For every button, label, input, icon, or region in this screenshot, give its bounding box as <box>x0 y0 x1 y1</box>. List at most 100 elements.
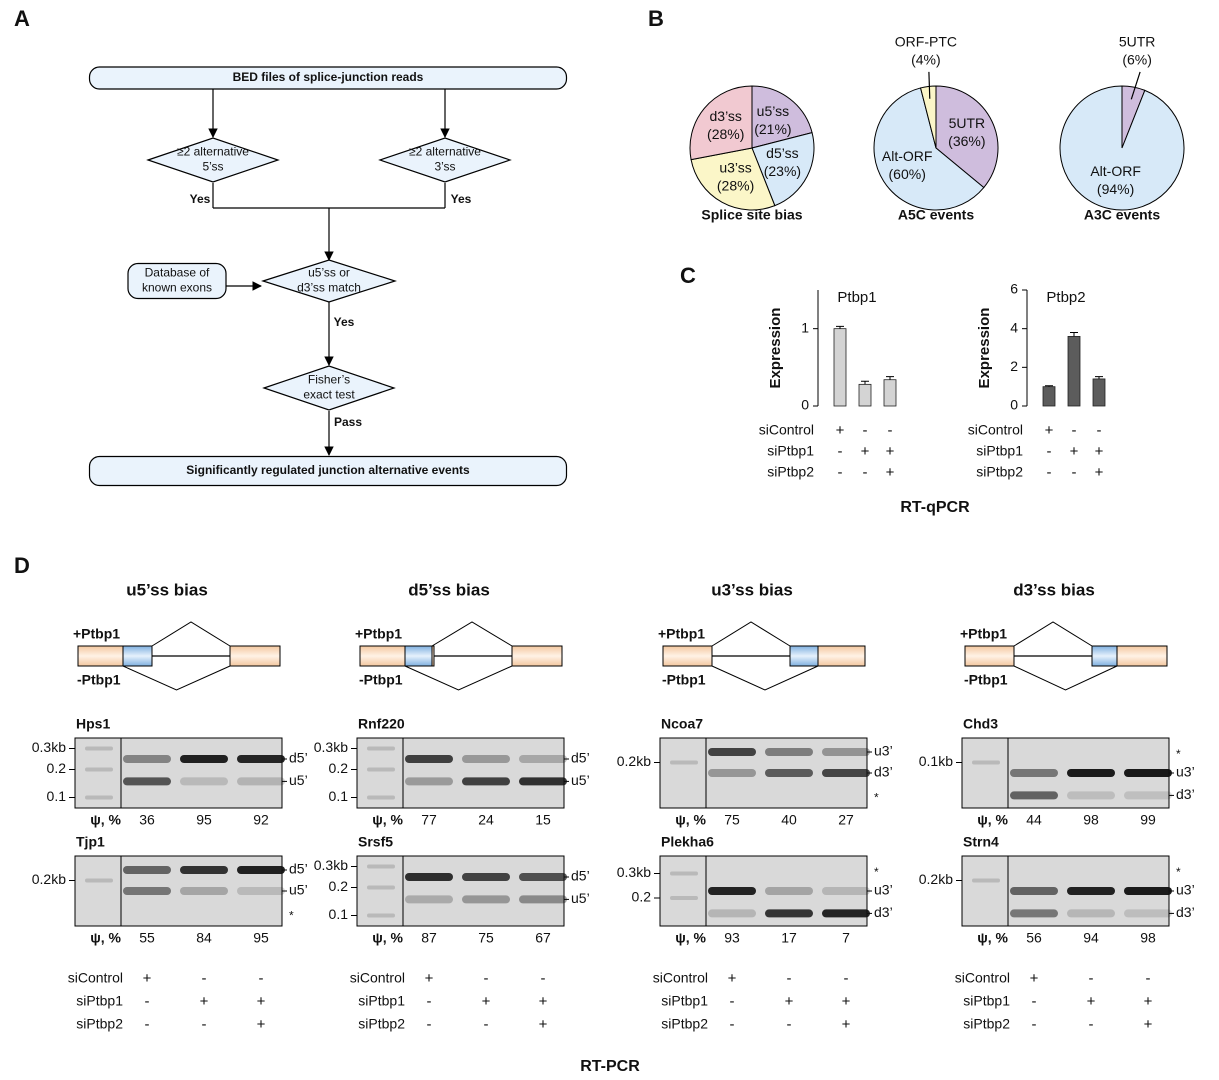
band-label: u5’ <box>571 890 590 906</box>
psi-label: ψ, % <box>90 812 121 828</box>
psi-value: 7 <box>842 930 850 946</box>
error-bar <box>1070 332 1078 337</box>
gel-band <box>519 873 567 881</box>
gel-band <box>123 755 171 763</box>
leader-line <box>1130 71 1141 100</box>
gel-band <box>1010 769 1058 777</box>
splice-arc <box>122 665 231 691</box>
pie-slice <box>690 147 776 211</box>
condition-mark: + <box>143 970 152 987</box>
slice-value: (23%) <box>764 163 801 179</box>
ladder-band <box>367 746 395 751</box>
condition-mark: + <box>1144 1016 1153 1033</box>
gel-band <box>519 777 567 786</box>
condition-mark: + <box>836 422 845 439</box>
band-label: * <box>289 909 294 923</box>
gel-band <box>822 909 870 918</box>
condition-mark: - <box>787 970 792 987</box>
gel-band <box>708 769 756 777</box>
column-title: d3’ss bias <box>1013 580 1095 599</box>
psi-value: 17 <box>781 930 797 946</box>
flow-text: BED files of splice-junction reads <box>233 70 424 84</box>
edge-label: Pass <box>334 415 362 429</box>
bar <box>858 383 872 407</box>
condition-name: siPtbp2 <box>963 1016 1010 1032</box>
condition-mark: - <box>484 1016 489 1033</box>
band-label: d3’ <box>874 904 893 920</box>
alt-exon-region <box>122 645 153 667</box>
pie-slice <box>751 131 815 207</box>
gel-band <box>237 887 285 895</box>
gel-band <box>1010 791 1058 800</box>
pie-slice <box>689 85 753 161</box>
ladder-label: 0.1 <box>47 788 67 804</box>
gel-band <box>180 887 228 895</box>
exon <box>662 645 713 667</box>
gel-band <box>765 769 813 777</box>
slice-value: (4%) <box>911 52 941 68</box>
flow-text: ≥2 alternative <box>177 145 249 159</box>
condition-name: siPtbp2 <box>661 1016 708 1032</box>
condition-name: siControl <box>68 970 123 986</box>
ladder-band <box>367 885 395 890</box>
ladder-label: 0.3kb <box>617 864 651 880</box>
alt-exon-region <box>1091 645 1118 667</box>
slice-label: u3’ss <box>719 160 751 176</box>
condition-mark: + <box>842 993 851 1010</box>
condition-label: +Ptbp1 <box>960 626 1007 642</box>
flow-text: exact test <box>303 388 355 402</box>
condition-mark: - <box>888 422 893 439</box>
bar <box>883 379 897 407</box>
gel-band <box>519 895 567 904</box>
gene-name: Srsf5 <box>358 834 393 850</box>
flow-diamond <box>146 137 280 183</box>
caption: RT-qPCR <box>900 499 970 516</box>
gel-band <box>1067 769 1115 777</box>
splice-arc <box>431 621 513 647</box>
gene-name: Hps1 <box>76 716 110 732</box>
gel-band <box>1124 791 1172 800</box>
gel-band <box>1067 791 1115 800</box>
condition-mark: - <box>259 970 264 987</box>
y-tick-label: 1 <box>801 319 809 335</box>
splice-arc <box>404 665 513 691</box>
band-label: d5’ <box>571 750 590 766</box>
condition-mark: - <box>730 993 735 1010</box>
gene-name: Plekha6 <box>661 834 714 850</box>
slice-label: 5UTR <box>1119 34 1156 50</box>
band-label: u3’ <box>1176 764 1195 780</box>
splice-arc <box>711 621 791 647</box>
psi-value: 84 <box>196 930 212 946</box>
gene-name: Tjp1 <box>76 834 105 850</box>
slice-value: (28%) <box>717 178 754 194</box>
pie-title: Splice site bias <box>701 207 802 223</box>
psi-label: ψ, % <box>977 812 1008 828</box>
splice-arc <box>1013 621 1093 647</box>
condition-mark: + <box>1095 464 1104 481</box>
error-bar <box>1045 385 1053 387</box>
condition-mark: + <box>886 464 895 481</box>
band-label: d5’ <box>571 868 590 884</box>
condition-label: -Ptbp1 <box>77 672 121 688</box>
gene-name: Ncoa7 <box>661 716 703 732</box>
ladder-label: 0.1 <box>329 906 349 922</box>
gel-band <box>1067 909 1115 918</box>
condition-label: +Ptbp1 <box>658 626 705 642</box>
gel-band <box>708 887 756 895</box>
condition-name: siPtbp1 <box>661 993 708 1009</box>
condition-mark: + <box>257 993 266 1010</box>
psi-label: ψ, % <box>675 812 706 828</box>
psi-value: 95 <box>253 930 269 946</box>
gel-band <box>180 866 228 874</box>
pie-slice <box>873 87 985 211</box>
error-bar <box>861 380 869 385</box>
gel-band <box>123 887 171 895</box>
gel-band <box>1067 887 1115 895</box>
ladder-label: 0.3kb <box>314 739 348 755</box>
condition-label: -Ptbp1 <box>662 672 706 688</box>
psi-value: 87 <box>421 930 437 946</box>
gel-band <box>519 755 567 763</box>
slice-value: (60%) <box>889 166 926 182</box>
y-tick-label: 6 <box>1010 281 1018 297</box>
